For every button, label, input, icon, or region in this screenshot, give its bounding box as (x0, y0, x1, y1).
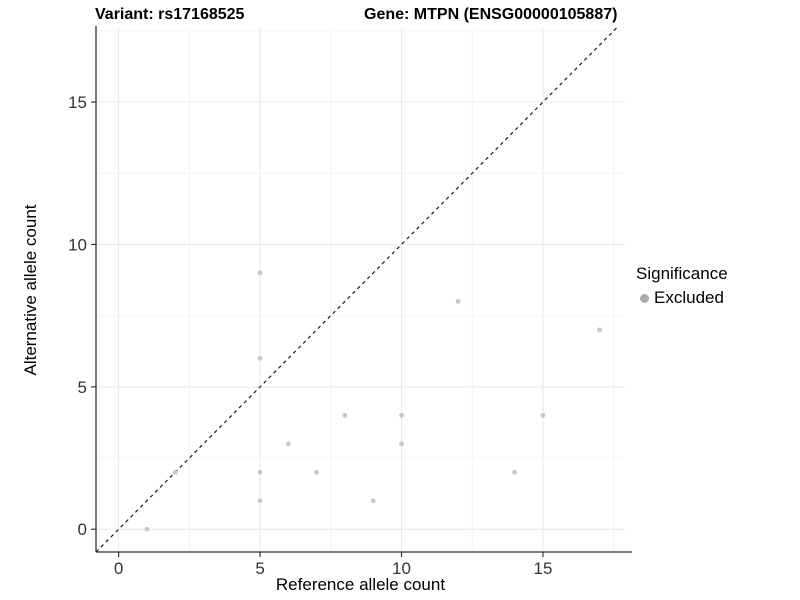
data-point (314, 469, 320, 475)
y-tick-label: 15 (68, 93, 87, 112)
x-tick-label: 10 (392, 559, 411, 578)
data-point (399, 412, 404, 418)
legend-item-label: Excluded (654, 288, 724, 307)
data-point (257, 469, 263, 475)
data-point (172, 469, 178, 475)
y-tick-label: 0 (78, 520, 87, 539)
data-point (144, 526, 150, 532)
data-point (597, 327, 602, 333)
data-point (540, 412, 546, 418)
data-point (370, 498, 376, 504)
legend-title: Significance (636, 264, 728, 283)
legend-point-icon (640, 293, 649, 303)
x-tick-label: 0 (114, 559, 123, 578)
y-axis-label: Alternative allele count (21, 204, 40, 376)
data-point (455, 298, 461, 304)
data-point (342, 412, 348, 418)
y-tick-label: 5 (78, 378, 87, 397)
legend-item-excluded: Excluded (640, 288, 728, 308)
data-point (257, 270, 263, 276)
data-point (257, 355, 263, 361)
x-tick-label: 15 (534, 559, 553, 578)
variant-title: Variant: rs17168525 (95, 6, 245, 23)
x-tick-label: 5 (255, 559, 264, 578)
data-point (512, 469, 518, 475)
gene-title: Gene: MTPN (ENSG00000105887) (364, 6, 618, 23)
data-point (285, 441, 291, 447)
x-axis-label: Reference allele count (275, 575, 446, 594)
data-point (257, 498, 263, 504)
legend: Significance Excluded (636, 264, 728, 308)
data-point (399, 441, 404, 447)
y-tick-label: 10 (68, 235, 87, 254)
